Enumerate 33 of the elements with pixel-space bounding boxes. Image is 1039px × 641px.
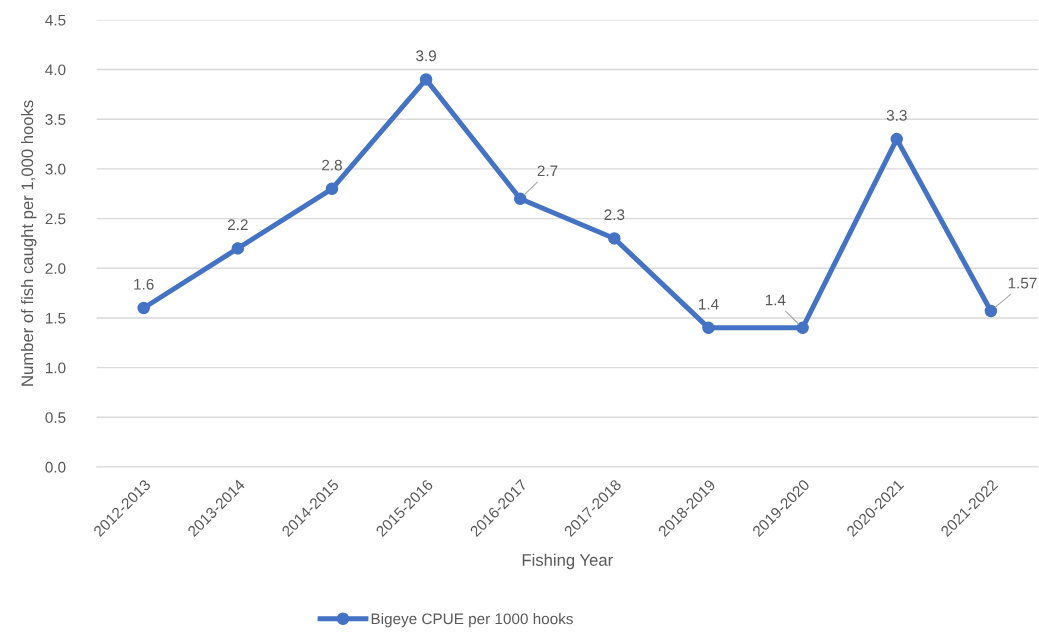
y-tick-label: 1.5	[46, 312, 66, 324]
point	[137, 301, 150, 315]
y-tick-label: 4.5	[45, 14, 66, 26]
y-tick-label: 3.0	[45, 163, 66, 175]
data-label: 2.2	[227, 219, 248, 230]
y-tick-label: 0.5	[45, 412, 66, 423]
x-axis-title: Fishing Year	[522, 553, 613, 570]
y-tick-label: 0.0	[45, 461, 66, 473]
data-label: 2.7	[537, 165, 558, 177]
data-label: 3.3	[886, 109, 907, 121]
data-label: 2.8	[322, 159, 342, 171]
data-label: 1.4	[765, 294, 786, 306]
point	[608, 232, 621, 245]
data-label: 1.57	[1008, 277, 1037, 289]
y-tick-label: 2.5	[45, 213, 66, 225]
data-label: 1.4	[699, 298, 719, 310]
data-label: 2.3	[604, 209, 625, 221]
legend-label: Bigeye CPUE per 1000 hooks	[371, 613, 573, 628]
point	[325, 182, 339, 196]
point	[702, 321, 715, 335]
point	[419, 73, 433, 86]
y-tick-label: 3.5	[45, 114, 66, 125]
y-tick-label: 2.0	[45, 263, 66, 274]
point	[796, 321, 809, 335]
point	[231, 242, 245, 255]
y-tick-label: 1.0	[46, 362, 66, 374]
y-axis-title: Number of fish caught per 1,000 hooks	[20, 100, 37, 386]
point	[890, 132, 904, 146]
point	[513, 192, 527, 205]
y-tick-label: 4.0	[45, 64, 66, 76]
data-label: 3.9	[416, 50, 436, 62]
point	[984, 304, 998, 318]
data-label: 1.6	[134, 278, 154, 290]
